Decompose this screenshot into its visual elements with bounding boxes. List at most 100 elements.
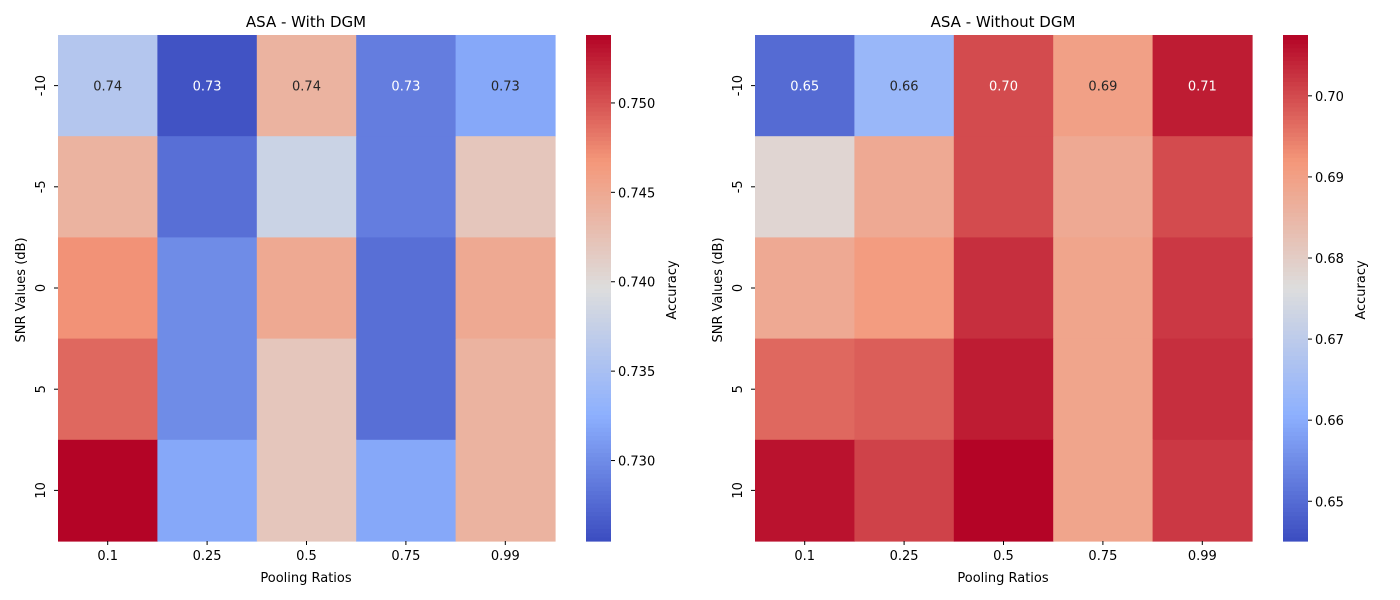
y-tick-label: 10 <box>731 482 746 499</box>
colorbar-segment <box>586 165 611 171</box>
colorbar-tick-label: 0.735 <box>618 365 655 380</box>
colorbar-segment <box>1283 283 1308 289</box>
colorbar-segment <box>1283 81 1308 87</box>
heatmap-cell <box>455 338 556 441</box>
chart-title: ASA - Without DGM <box>931 13 1076 31</box>
colorbar-segment <box>1283 165 1308 171</box>
colorbar-segment <box>1283 64 1308 70</box>
colorbar-segment <box>586 199 611 205</box>
colorbar-segment <box>1283 98 1308 104</box>
colorbar-segment <box>586 397 611 403</box>
colorbar-segment <box>1283 372 1308 378</box>
colorbar-segment <box>586 98 611 104</box>
x-axis-label: Pooling Ratios <box>957 571 1049 586</box>
colorbar-segment <box>586 195 611 201</box>
heatmap-cell <box>755 136 855 238</box>
colorbar-label: Accuracy <box>1354 260 1369 320</box>
colorbar-segment <box>1283 169 1308 175</box>
colorbar-segment <box>1283 110 1308 116</box>
heatmap-cell <box>58 338 158 441</box>
colorbar-segment <box>1283 157 1308 163</box>
colorbar-segment <box>586 481 611 487</box>
heatmap-cell <box>356 439 457 542</box>
colorbar-segment <box>586 131 611 137</box>
colorbar-segment <box>586 148 611 154</box>
colorbar-segment <box>586 456 611 462</box>
colorbar-segment <box>1283 119 1308 125</box>
colorbar-segment <box>1283 528 1308 534</box>
colorbar-segment <box>586 271 611 276</box>
heatmap-cell <box>1053 338 1154 441</box>
heatmap-cell <box>1152 237 1253 340</box>
colorbar-segment <box>1283 207 1308 213</box>
colorbar-segment <box>586 304 611 310</box>
colorbar-segment <box>1283 72 1308 78</box>
colorbar-segment <box>586 123 611 129</box>
colorbar-segment <box>586 77 611 82</box>
colorbar-segment <box>1283 123 1308 129</box>
colorbar-segment <box>586 283 611 289</box>
colorbar-segment <box>1283 153 1308 158</box>
heatmap-cell <box>58 439 158 542</box>
colorbar-segment <box>1283 233 1308 238</box>
heatmap-cell <box>256 237 357 340</box>
colorbar-segment <box>1283 271 1308 276</box>
colorbar-segment <box>1283 292 1308 298</box>
colorbar-segment <box>586 300 611 306</box>
colorbar-segment <box>1283 51 1308 57</box>
colorbar-segment <box>586 203 611 209</box>
colorbar-segment <box>1283 199 1308 205</box>
colorbar-segment <box>586 401 611 407</box>
colorbar-segment <box>1283 228 1308 234</box>
y-tick-label: 5 <box>731 385 746 393</box>
colorbar-segment <box>1283 220 1308 226</box>
colorbar-segment <box>586 330 611 335</box>
colorbar-segment <box>1283 384 1308 390</box>
colorbar-segment <box>586 498 611 504</box>
colorbar-segment <box>1283 279 1308 285</box>
colorbar-segment <box>1283 203 1308 209</box>
colorbar-segment <box>586 363 611 369</box>
heatmap-cell <box>256 338 357 441</box>
colorbar-segment <box>1283 460 1308 466</box>
colorbar-segment <box>1283 410 1308 416</box>
heatmap-panel-with-dgm: ASA - With DGM 0.74 0.73 0.74 0.73 0.73 0.1 0… <box>14 13 680 586</box>
colorbar-segment <box>586 439 611 445</box>
heatmap-cell <box>953 338 1054 441</box>
y-tick-label: 5 <box>34 385 49 393</box>
colorbar-segment <box>586 94 611 99</box>
heatmap-cell <box>157 439 258 542</box>
colorbar-segment <box>1283 515 1308 521</box>
colorbar-segment <box>586 515 611 521</box>
colorbar-segment <box>1283 363 1308 369</box>
heatmap-cell <box>755 439 855 542</box>
colorbar-segment <box>586 503 611 508</box>
colorbar-segment <box>1283 317 1308 323</box>
colorbar-segment <box>1283 309 1308 314</box>
colorbar-segment <box>586 182 611 188</box>
y-axis-ticks: -10 -5 0 5 10 <box>34 75 58 499</box>
colorbar-segment <box>586 115 611 120</box>
colorbar-segment <box>1283 254 1308 260</box>
colorbar-segment <box>1283 469 1308 475</box>
colorbar-tick-label: 0.740 <box>618 276 655 291</box>
colorbar-segment <box>1283 448 1308 454</box>
colorbar-segment <box>586 524 611 529</box>
colorbar-tick-label: 0.67 <box>1315 333 1344 348</box>
colorbar-segment <box>586 64 611 70</box>
colorbar-segment <box>586 85 611 91</box>
colorbar-segment <box>1283 85 1308 91</box>
colorbar-segment <box>586 119 611 125</box>
colorbar-segment <box>1283 334 1308 340</box>
colorbar-tick-label: 0.745 <box>618 186 655 201</box>
colorbar-segment <box>586 262 611 268</box>
colorbar-segment <box>586 216 611 222</box>
colorbar-segment <box>1283 77 1308 82</box>
colorbar-segment <box>1283 422 1308 428</box>
colorbar-segment <box>586 406 611 411</box>
y-tick-label: 0 <box>731 284 746 292</box>
colorbar-segment <box>1283 245 1308 251</box>
y-tick-label: 10 <box>34 482 49 499</box>
heatmap-cell <box>854 35 955 137</box>
